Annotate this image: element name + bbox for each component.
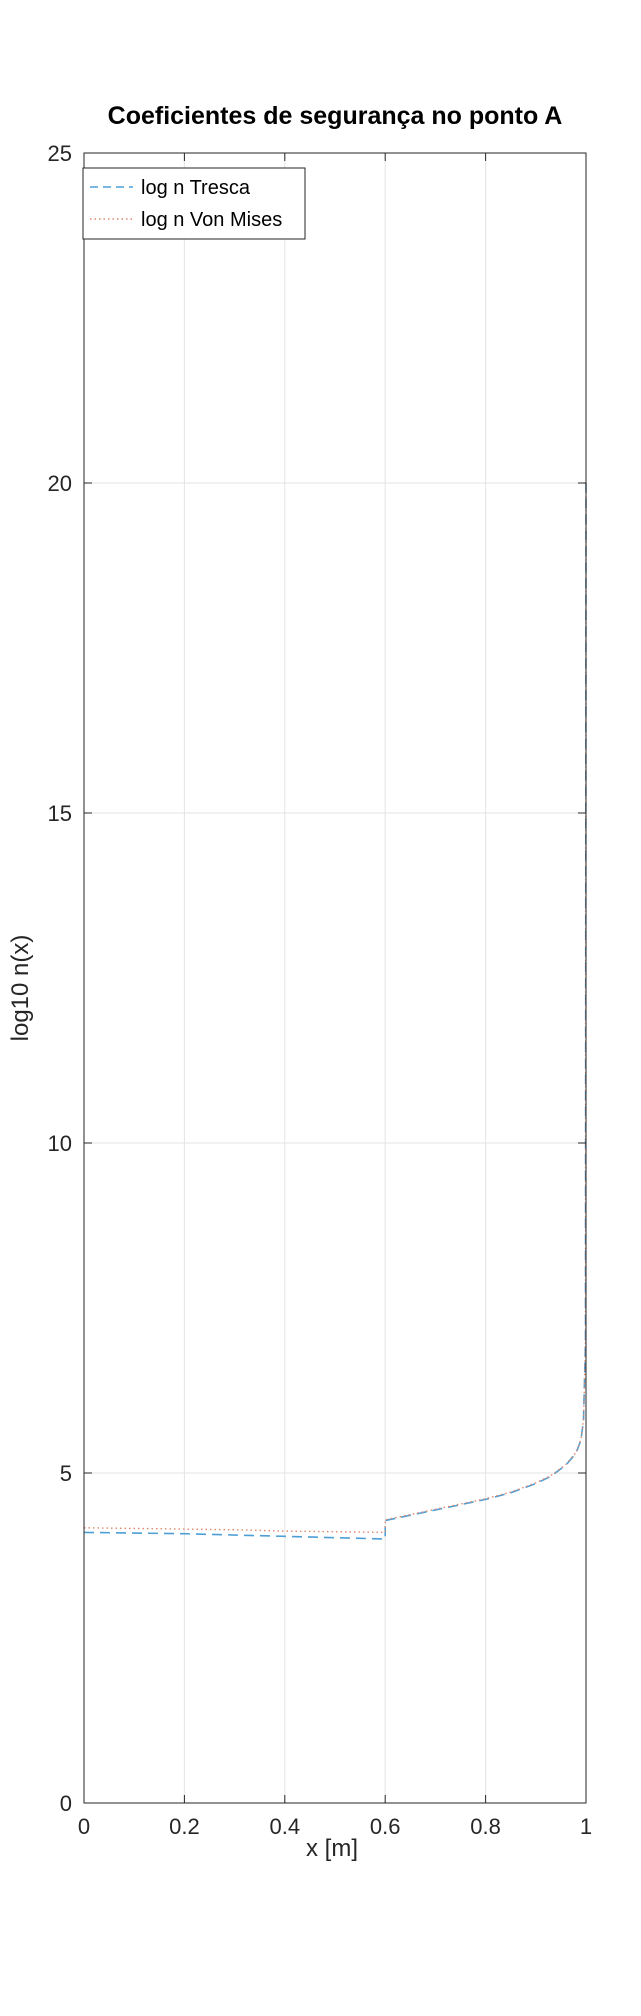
x-axis-label: x [m] (306, 1835, 358, 1862)
y-tick-label: 10 (48, 1131, 72, 1156)
legend-entry-von-mises: log n Von Mises (141, 209, 282, 231)
y-tick-label: 0 (60, 1791, 72, 1816)
x-tick-label: 0.4 (270, 1814, 301, 1839)
legend: log n Tresca log n Von Mises (82, 167, 306, 240)
legend-entry-tresca: log n Tresca (141, 177, 251, 199)
grid (84, 153, 586, 1803)
y-tick-label: 25 (48, 141, 72, 166)
series-line-tresca (83, 482, 587, 1540)
y-tick-label: 20 (48, 471, 72, 496)
legend-box (82, 167, 306, 240)
series-line-von-mises (83, 482, 587, 1534)
x-tick-label: 0 (78, 1814, 90, 1839)
x-tick-label: 0.6 (370, 1814, 401, 1839)
x-tick-label: 1 (580, 1814, 592, 1839)
y-tick-label: 5 (60, 1461, 72, 1486)
x-tick-label: 0.8 (470, 1814, 501, 1839)
series-group (83, 482, 587, 1540)
plot-area (84, 153, 586, 1803)
plot-frame (83, 152, 587, 1804)
x-tick-label: 0.2 (169, 1814, 200, 1839)
y-tick-label: 15 (48, 801, 72, 826)
chart-title: Coeficientes de segurança no ponto A (108, 102, 563, 130)
y-axis-label: log10 n(x) (7, 935, 34, 1042)
